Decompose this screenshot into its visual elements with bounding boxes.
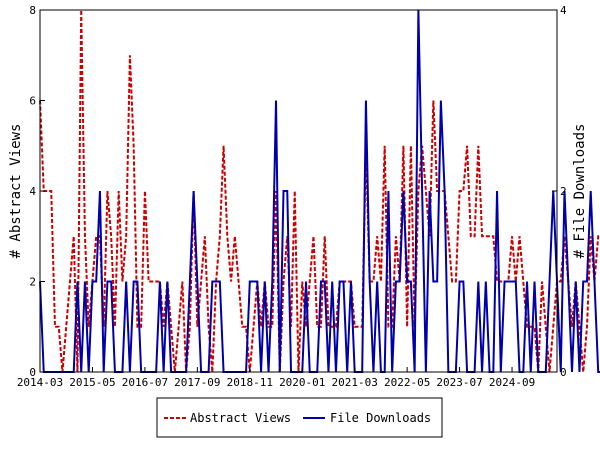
x-tick-label: 2023-07 [436,376,482,389]
x-tick-label: 2015-05 [69,376,115,389]
x-tick-label: 2014-03 [17,376,63,389]
x-tick-label: 2017-09 [174,376,220,389]
right-tick-label: 0 [560,366,567,379]
left-tick-label: 2 [29,276,36,289]
x-tick-label: 2020-01 [279,376,325,389]
legend-label-abstract-views: Abstract Views [190,411,291,425]
x-axis: 2014-03 2015-05 2016-07 2017-09 2018-11 2020-… [17,367,535,389]
series-line-abstract-views [39,9,600,373]
right-tick-label: 4 [560,4,567,17]
left-tick-label: 8 [29,4,36,17]
x-tick-label: 2016-07 [122,376,168,389]
legend-box [156,397,443,438]
left-tick-label: 4 [29,185,36,198]
x-tick-label: 2024-09 [489,376,535,389]
right-tick-label: 2 [560,185,567,198]
left-y-axis: 0 2 4 6 8 [29,4,45,379]
legend-label-file-downloads: File Downloads [330,411,431,425]
x-tick-label: 2018-11 [227,376,273,389]
x-tick-label: 2022-05 [384,376,430,389]
right-axis-title: # File Downloads [572,124,588,259]
legend: Abstract Views File Downloads [156,397,443,438]
left-tick-label: 6 [29,95,36,108]
left-tick-label: 0 [29,366,36,379]
x-tick-label: 2021-03 [332,376,378,389]
left-axis-title: # Abstract Views [8,124,24,259]
right-y-axis: 0 2 4 [552,4,567,379]
